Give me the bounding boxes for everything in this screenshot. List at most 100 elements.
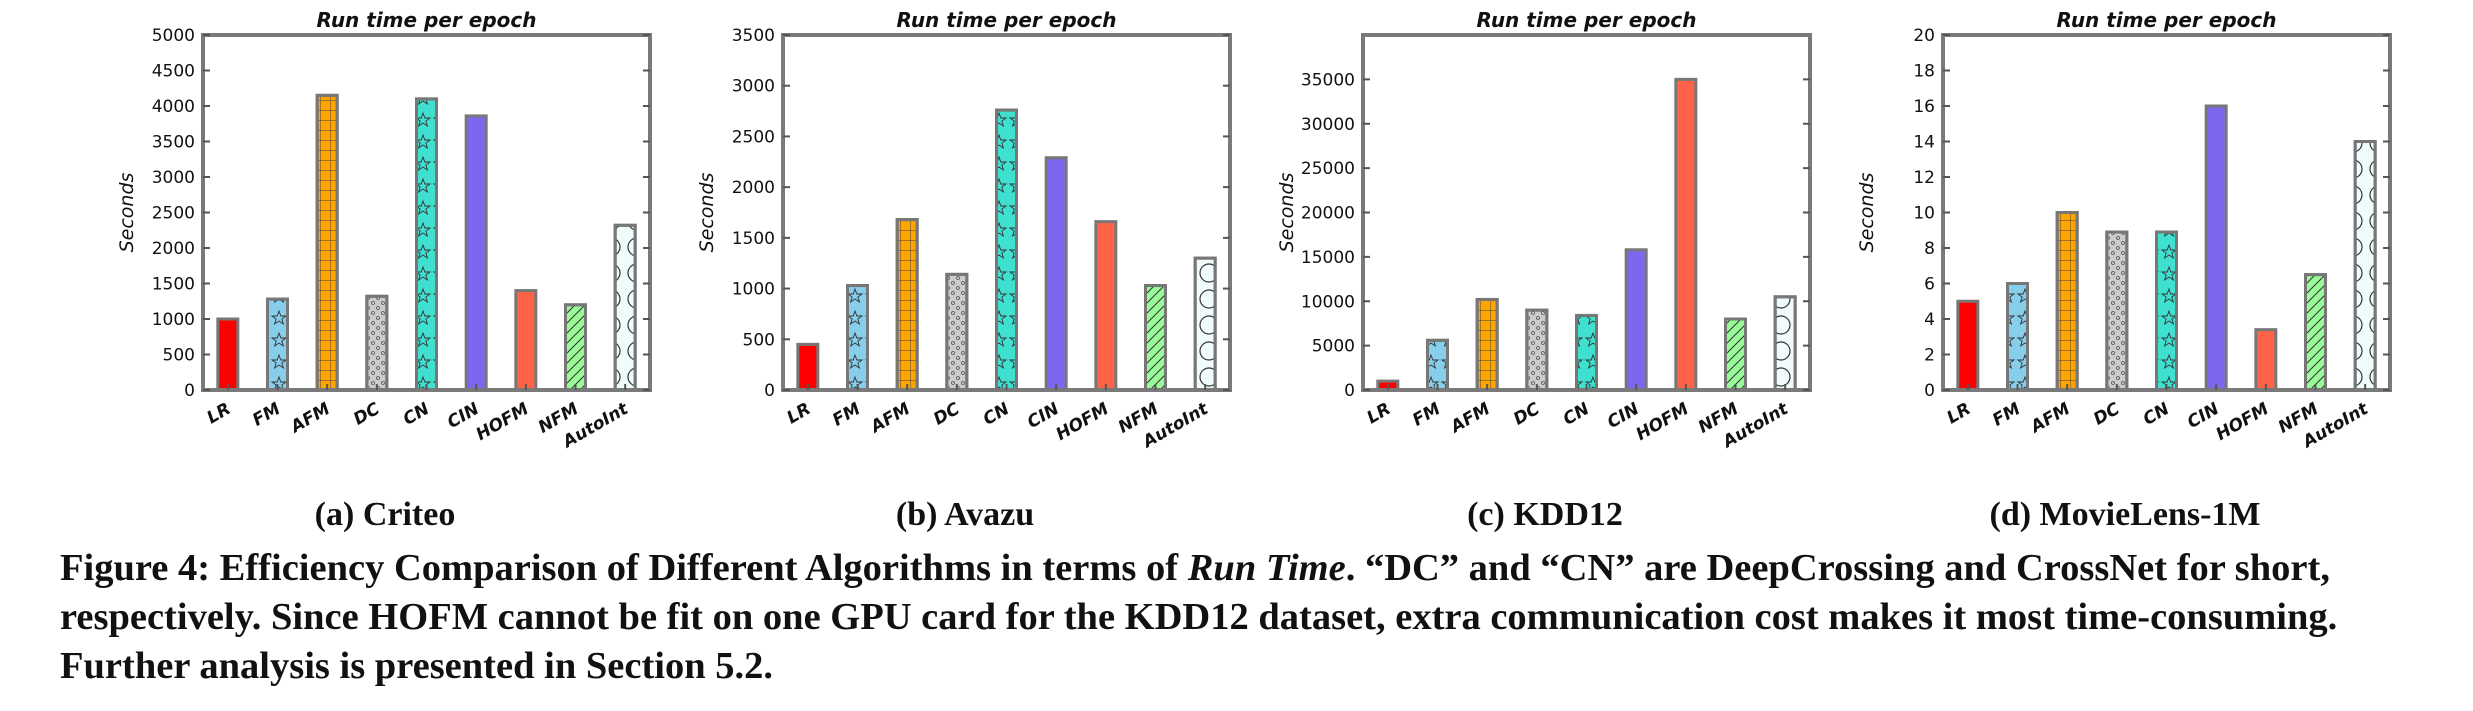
bar-autoint bbox=[1193, 256, 1217, 392]
y-tick-label: 0 bbox=[1924, 381, 1935, 401]
x-tick-label: HOFM bbox=[473, 399, 533, 445]
bar-fm bbox=[1426, 338, 1449, 392]
bar-dc bbox=[365, 294, 389, 392]
x-tick-label: DC bbox=[930, 399, 963, 430]
y-tick-label: 1000 bbox=[152, 310, 195, 330]
bar-cin bbox=[1624, 248, 1648, 392]
x-tick-label: AFM bbox=[866, 399, 914, 438]
x-tick-label: FM bbox=[1989, 399, 2024, 431]
y-tick-label: 10 bbox=[1913, 204, 1935, 224]
bar-afm bbox=[1475, 297, 1499, 392]
y-tick-label: 500 bbox=[743, 330, 775, 350]
bar-fm bbox=[266, 297, 289, 392]
y-tick-label: 1500 bbox=[732, 229, 775, 249]
x-tick-label: CN bbox=[980, 399, 1013, 430]
bar-fm bbox=[846, 284, 869, 392]
y-tick-label: 14 bbox=[1913, 133, 1935, 153]
x-tick-label: LR bbox=[1364, 399, 1395, 428]
bar-dc bbox=[1525, 308, 1549, 392]
x-tick-label: LR bbox=[784, 399, 815, 428]
y-tick-label: 16 bbox=[1913, 97, 1935, 117]
bar-lr bbox=[1956, 299, 1980, 392]
bar-hofm bbox=[1674, 77, 1698, 392]
x-tick-label: FM bbox=[249, 399, 284, 431]
bar-cn bbox=[1575, 313, 1598, 392]
bar-hofm bbox=[2254, 328, 2278, 392]
y-tick-label: 3500 bbox=[732, 26, 775, 46]
y-tick-label: 18 bbox=[1913, 62, 1935, 82]
x-tick-label: CN bbox=[400, 399, 433, 430]
bar-afm bbox=[315, 93, 339, 392]
y-tick-label: 0 bbox=[1344, 381, 1355, 401]
bar-nfm bbox=[2304, 273, 2327, 392]
chart-title: Run time per epoch bbox=[897, 8, 1117, 32]
x-tick-label: LR bbox=[204, 399, 235, 428]
x-tick-label: CN bbox=[1560, 399, 1593, 430]
figure-caption: Figure 4: Efficiency Comparison of Diffe… bbox=[60, 544, 2440, 691]
chart-a: 0 500 1000 1500 2000 2500 3000 3500 4000 4500 5000… bbox=[116, 8, 652, 453]
x-tick-label: DC bbox=[350, 399, 383, 430]
x-tick-label: HOFM bbox=[1633, 399, 1693, 445]
caption-prefix: Figure 4: Efficiency Comparison of Diffe… bbox=[60, 547, 1188, 589]
y-tick-label: 20 bbox=[1913, 26, 1935, 46]
x-tick-label: HOFM bbox=[2213, 399, 2273, 445]
chart-c: 0 5000 10000 15000 20000 25000 30000 35000 LR FM A… bbox=[1276, 8, 1812, 453]
x-tick-label: HOFM bbox=[1053, 399, 1113, 445]
caption-emphasis: Run Time bbox=[1187, 547, 1346, 589]
bar-nfm bbox=[1724, 317, 1747, 392]
x-tick-label: AFM bbox=[286, 399, 334, 438]
bar-autoint bbox=[1773, 295, 1797, 392]
bar-cn bbox=[415, 97, 438, 392]
y-tick-label: 15000 bbox=[1301, 248, 1355, 268]
y-tick-label: 500 bbox=[163, 346, 195, 366]
chart-title: Run time per epoch bbox=[2057, 8, 2277, 32]
subcaption-b: (b) Avazu bbox=[895, 496, 1035, 533]
y-tick-label: 2 bbox=[1924, 346, 1935, 366]
y-tick-label: 4 bbox=[1924, 310, 1935, 330]
x-tick-label: LR bbox=[1944, 399, 1975, 428]
bar-autoint bbox=[613, 223, 637, 392]
y-tick-label: 3000 bbox=[152, 168, 195, 188]
x-tick-label: FM bbox=[829, 399, 864, 431]
chart-title: Run time per epoch bbox=[317, 8, 537, 32]
y-tick-label: 3000 bbox=[732, 77, 775, 97]
bar-fm bbox=[2006, 282, 2029, 392]
x-tick-label: FM bbox=[1409, 399, 1444, 431]
subcaption-a: (a) Criteo bbox=[314, 496, 456, 533]
x-tick-label: AFM bbox=[2026, 399, 2074, 438]
y-tick-label: 5000 bbox=[1312, 337, 1355, 357]
x-tick-label: DC bbox=[1510, 399, 1543, 430]
bar-lr bbox=[216, 317, 240, 392]
bar-cn bbox=[995, 108, 1018, 392]
y-tick-label: 8 bbox=[1924, 239, 1935, 259]
figure-charts: 0500100015002000250030003500400045005000… bbox=[116, 8, 2392, 453]
bar-cin bbox=[1044, 156, 1068, 392]
y-axis-label: Seconds bbox=[696, 172, 718, 252]
chart-title: Run time per epoch bbox=[1477, 8, 1697, 32]
y-tick-label: 3500 bbox=[152, 133, 195, 153]
y-tick-label: 0 bbox=[184, 381, 195, 401]
y-tick-label: 2500 bbox=[152, 204, 195, 224]
y-tick-label: 12 bbox=[1913, 168, 1935, 188]
y-tick-label: 2500 bbox=[732, 127, 775, 147]
y-axis-label: Seconds bbox=[1276, 172, 1298, 252]
y-tick-label: 10000 bbox=[1301, 292, 1355, 312]
y-tick-label: 1500 bbox=[152, 275, 195, 295]
y-tick-label: 25000 bbox=[1301, 159, 1355, 179]
y-tick-label: 4500 bbox=[152, 62, 195, 82]
y-tick-label: 0 bbox=[764, 381, 775, 401]
caption-rest: . “DC” and “CN” are DeepCrossing and Cro… bbox=[60, 547, 2338, 687]
bar-nfm bbox=[1144, 284, 1167, 392]
bar-lr bbox=[796, 342, 820, 392]
bar-cin bbox=[2204, 104, 2228, 392]
bar-afm bbox=[895, 218, 919, 392]
bar-cn bbox=[2155, 230, 2178, 392]
bar-autoint bbox=[2353, 140, 2377, 392]
bar-hofm bbox=[1094, 220, 1118, 392]
bar-dc bbox=[945, 272, 969, 392]
y-axis-label: Seconds bbox=[116, 172, 138, 252]
x-tick-label: DC bbox=[2090, 399, 2123, 430]
y-tick-label: 1000 bbox=[732, 280, 775, 300]
y-axis-label: Seconds bbox=[1856, 172, 1878, 252]
